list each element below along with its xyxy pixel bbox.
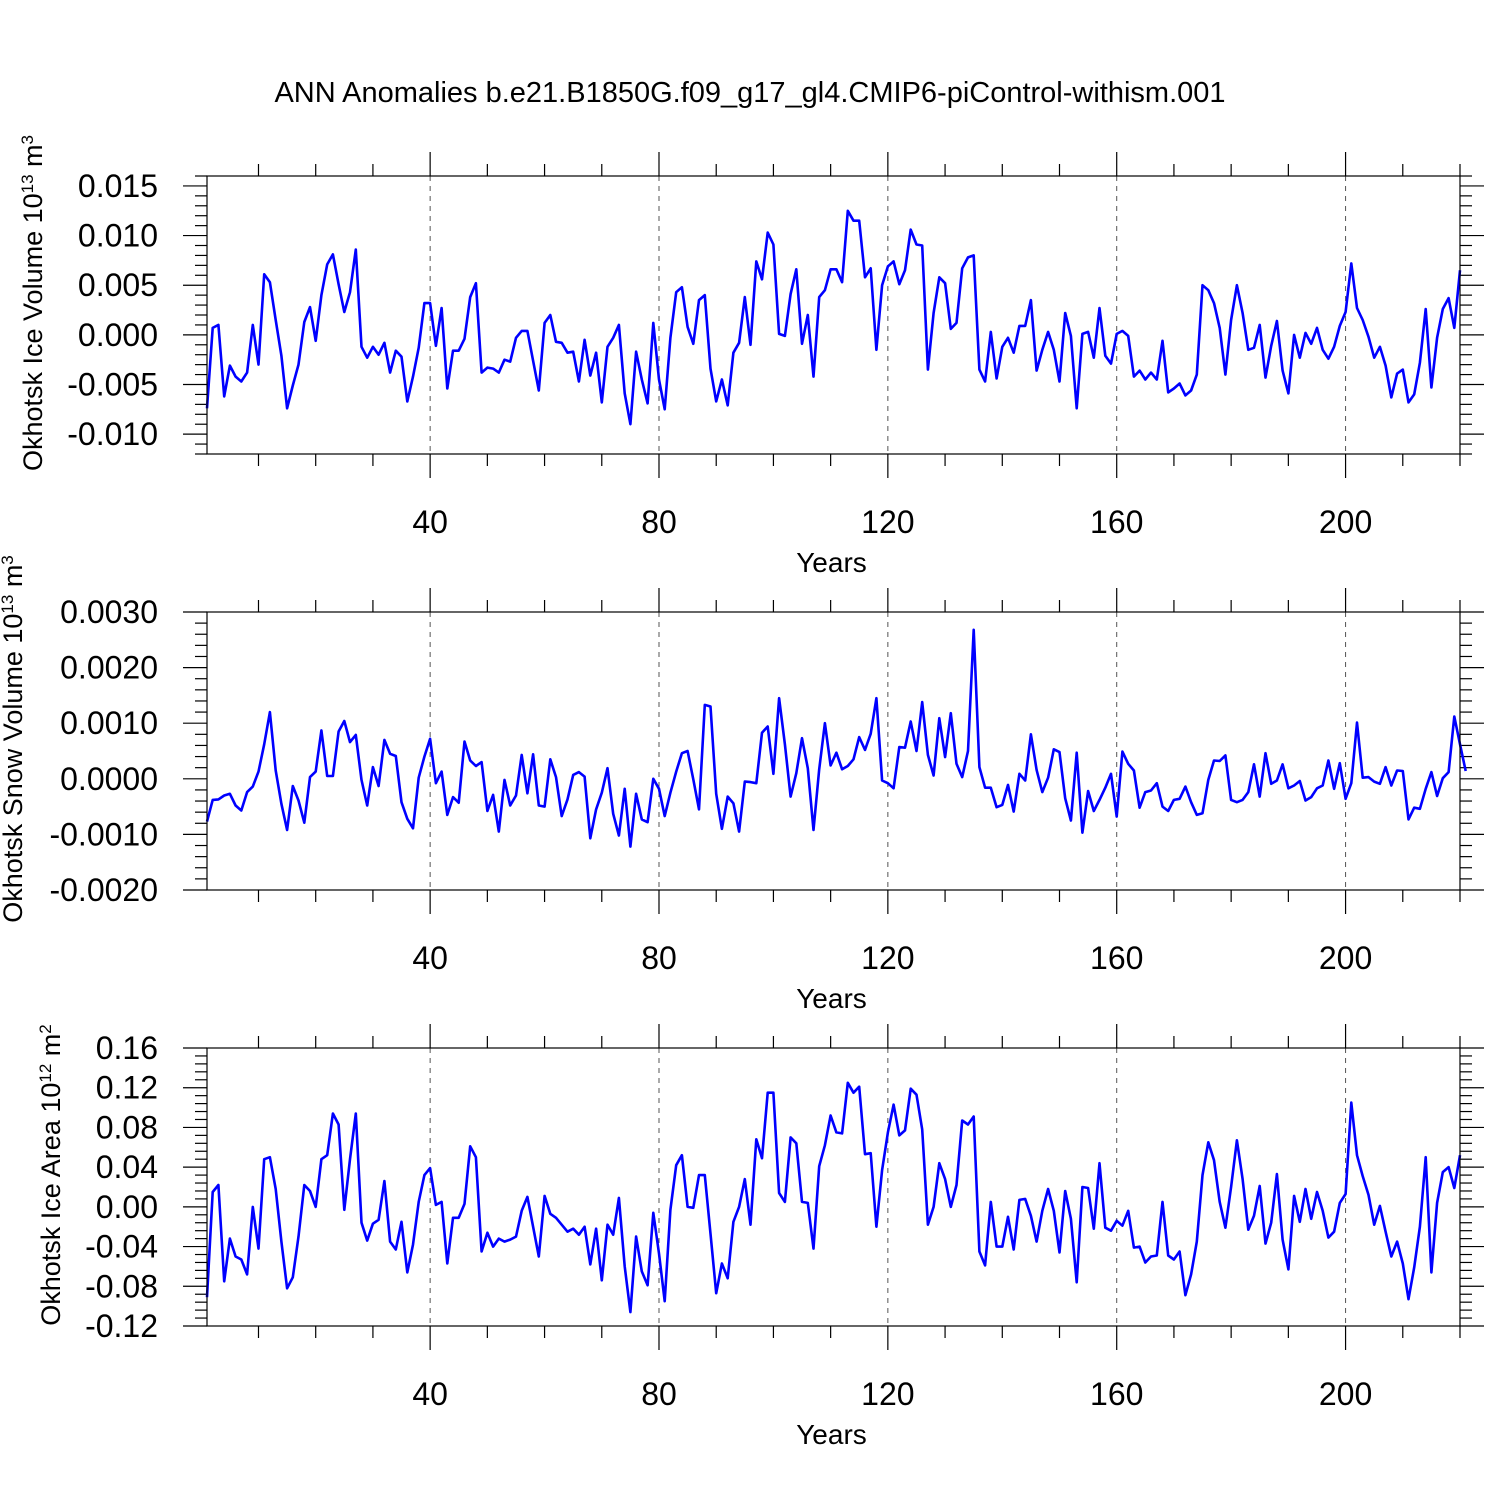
y-tick-label: 0.0020	[60, 650, 158, 686]
y-axis-title-superscript: 13	[18, 174, 37, 193]
x-tick-label: 120	[861, 1376, 914, 1412]
x-tick-label: 200	[1319, 504, 1372, 540]
y-tick-label: -0.005	[67, 367, 158, 403]
y-tick-label: 0.0000	[60, 761, 158, 797]
y-axis-title-text: Okhotsk Snow Volume 10	[0, 614, 28, 923]
x-tick-label: 160	[1090, 1376, 1143, 1412]
series-line	[205, 209, 1462, 426]
y-tick-label: 0.16	[96, 1030, 158, 1066]
y-tick-label: 0.015	[78, 168, 158, 204]
y-tick-label: -0.04	[85, 1229, 158, 1265]
y-axis-title-superscript: 3	[0, 555, 17, 564]
plot-frame	[206, 611, 1461, 891]
x-tick-label: 40	[412, 1376, 448, 1412]
y-tick-label: -0.08	[85, 1268, 158, 1304]
x-tick-label: 40	[412, 940, 448, 976]
y-axis-title-text: m	[36, 1034, 66, 1064]
y-tick-label: -0.12	[85, 1308, 158, 1344]
x-tick-label: 120	[861, 940, 914, 976]
series-line	[205, 628, 1467, 848]
y-axis-title-superscript: 2	[36, 1024, 55, 1033]
y-tick-label: 0.000	[78, 317, 158, 353]
x-tick-label: 80	[641, 1376, 677, 1412]
y-axis-title-text: m	[18, 144, 48, 174]
y-tick-label: 0.00	[96, 1189, 158, 1225]
x-tick-label: 200	[1319, 1376, 1372, 1412]
y-axis-title-text: Okhotsk Ice Area 10	[36, 1083, 66, 1326]
y-axis-title-superscript: 3	[18, 135, 37, 144]
x-tick-label: 200	[1319, 940, 1372, 976]
panel-1: 40 80 120 160 200 -0.010 -0.005 0.000 0.005 0.010…	[18, 135, 1484, 578]
figure-title: ANN Anomalies b.e21.B1850G.f09_g17_gl4.C…	[274, 77, 1225, 109]
plot-frame	[206, 175, 1461, 455]
plot-frame	[206, 1047, 1461, 1327]
x-tick-label: 40	[412, 504, 448, 540]
y-axis-title: Okhotsk Ice Volume 1013 m3	[18, 135, 48, 471]
y-axis-title-text: Okhotsk Ice Volume 10	[18, 193, 48, 471]
y-tick-label: 0.04	[96, 1149, 158, 1185]
y-axis-title-superscript: 13	[0, 595, 17, 614]
y-tick-label: -0.0010	[49, 816, 158, 852]
y-tick-label: 0.0030	[60, 594, 158, 630]
x-tick-label: 160	[1090, 940, 1143, 976]
y-axis-title-text: m	[0, 565, 28, 595]
panels: 40 80 120 160 200 -0.010 -0.005 0.000 0.005 0.010…	[0, 135, 1484, 1450]
x-axis-title: Years	[796, 547, 867, 578]
y-axis-title-superscript: 12	[36, 1064, 55, 1083]
y-tick-label: 0.12	[96, 1070, 158, 1106]
x-axis-title: Years	[796, 983, 867, 1014]
y-tick-label: -0.010	[67, 416, 158, 452]
y-tick-label: 0.005	[78, 267, 158, 303]
y-tick-label: 0.08	[96, 1109, 158, 1145]
y-tick-label: 0.0010	[60, 705, 158, 741]
x-tick-label: 80	[641, 940, 677, 976]
x-tick-label: 160	[1090, 504, 1143, 540]
x-tick-label: 80	[641, 504, 677, 540]
panel-3: 40 80 120 160 200 -0.12 -0.08-0.04 0.00 0.04 0.08…	[36, 1024, 1484, 1450]
y-axis-title: Okhotsk Snow Volume 1013 m3	[0, 555, 28, 923]
x-tick-label: 120	[861, 504, 914, 540]
y-axis-title: Okhotsk Ice Area 1012 m2	[36, 1024, 66, 1326]
y-tick-label: 0.010	[78, 218, 158, 254]
x-axis-title: Years	[796, 1419, 867, 1450]
panel-2: 40 80 120 160 200 -0.0020 -0.0010 0.0000 0.0010 0…	[0, 555, 1484, 1014]
series-line	[205, 1081, 1462, 1314]
y-tick-label: -0.0020	[49, 872, 158, 908]
